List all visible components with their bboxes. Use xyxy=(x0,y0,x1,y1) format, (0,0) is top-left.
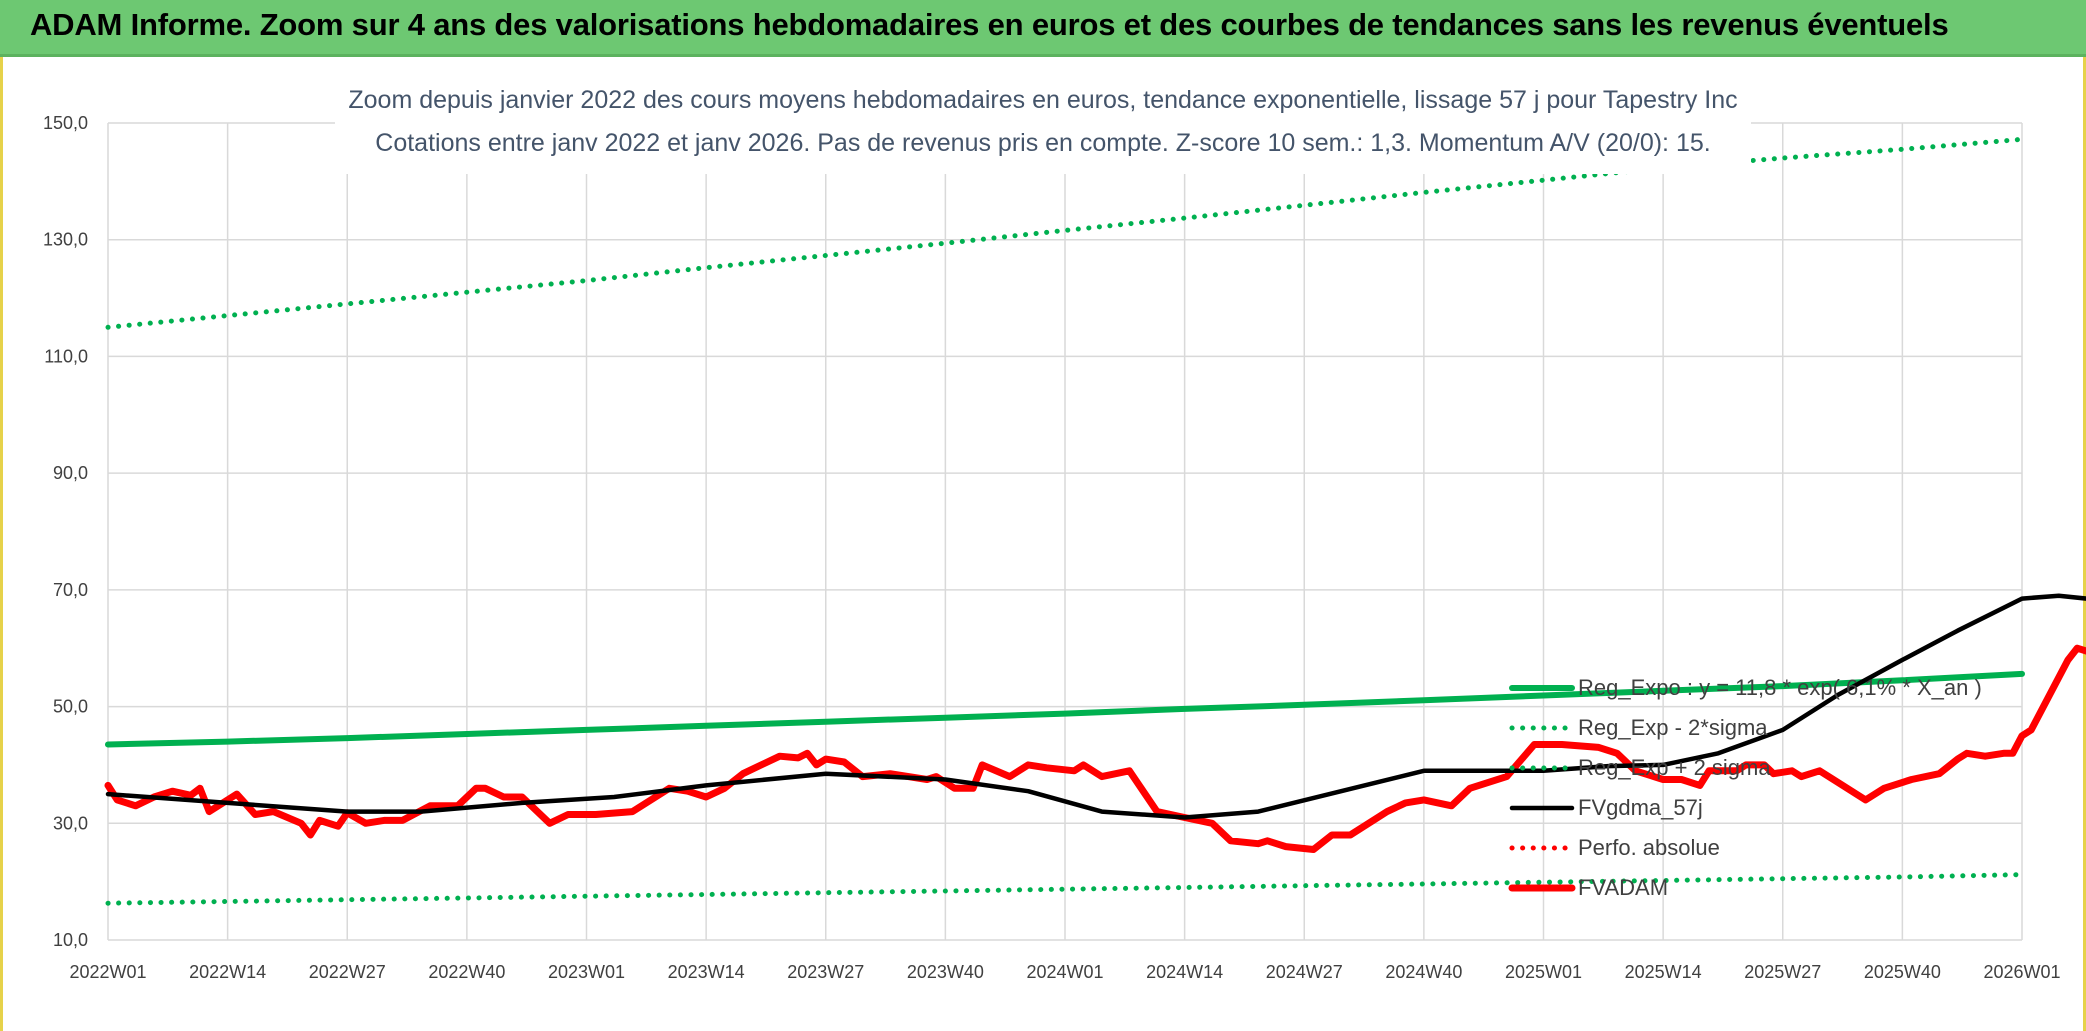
y-tick-label: 150,0 xyxy=(43,113,88,133)
x-tick-label: 2022W14 xyxy=(189,962,266,982)
x-tick-label: 2024W27 xyxy=(1266,962,1343,982)
x-tick-label: 2023W40 xyxy=(907,962,984,982)
legend-entry-label: Reg_Exp + 2 sigma xyxy=(1578,755,1771,780)
series-line xyxy=(105,136,2025,330)
x-tick-label: 2023W14 xyxy=(668,962,745,982)
chart-subtitle: Cotations entre janv 2022 et janv 2026. … xyxy=(375,129,1710,157)
x-tick-label: 2025W01 xyxy=(1505,962,1582,982)
x-tick-label: 2025W27 xyxy=(1744,962,1821,982)
legend: Reg_Expo : y = 11,8 * exp( 6,1% * X_an )… xyxy=(1508,675,1982,900)
x-tick-label: 2024W40 xyxy=(1385,962,1462,982)
legend-entry-label: FVgdma_57j xyxy=(1578,795,1703,820)
x-tick-label: 2025W40 xyxy=(1864,962,1941,982)
series-line xyxy=(105,593,2086,820)
series-line xyxy=(105,670,2025,748)
y-tick-label: 10,0 xyxy=(53,930,88,950)
y-tick-label: 70,0 xyxy=(53,580,88,600)
banner: ADAM Informe. Zoom sur 4 ans des valoris… xyxy=(0,0,2086,57)
series-line xyxy=(105,872,2025,906)
legend-entry-label: Reg_Exp - 2*sigma xyxy=(1578,715,1768,740)
x-tick-label: 2025W14 xyxy=(1625,962,1702,982)
x-tick-label: 2024W01 xyxy=(1026,962,1103,982)
series-line xyxy=(104,644,2086,853)
gridlines xyxy=(107,122,2023,941)
chart-title: Zoom depuis janvier 2022 des cours moyen… xyxy=(348,86,1737,114)
y-tick-label: 50,0 xyxy=(53,697,88,717)
y-tick-label: 30,0 xyxy=(53,813,88,833)
x-tick-label: 2022W01 xyxy=(69,962,146,982)
y-tick-label: 110,0 xyxy=(44,346,88,366)
legend-entry-label: Reg_Expo : y = 11,8 * exp( 6,1% * X_an ) xyxy=(1578,675,1982,700)
series-layer xyxy=(104,136,2086,906)
x-tick-label: 2023W01 xyxy=(548,962,625,982)
title-background xyxy=(335,78,1751,174)
x-tick-label: 2022W40 xyxy=(428,962,505,982)
axis-labels: 10,0 30,0 50,0 70,0 90,0 110,0 130,0 150,0 2022W… xyxy=(43,113,2061,982)
x-tick-label: 2024W14 xyxy=(1146,962,1223,982)
banner-title: ADAM Informe. Zoom sur 4 ans des valoris… xyxy=(30,7,1949,42)
y-tick-label: 130,0 xyxy=(43,230,88,250)
y-tick-label: 90,0 xyxy=(53,463,88,483)
x-tick-label: 2022W27 xyxy=(309,962,386,982)
x-tick-label: 2026W01 xyxy=(1983,962,2060,982)
legend-entry-label: Perfo. absolue xyxy=(1578,835,1720,860)
x-tick-label: 2023W27 xyxy=(787,962,864,982)
legend-entry-label: FVADAM xyxy=(1578,875,1668,900)
